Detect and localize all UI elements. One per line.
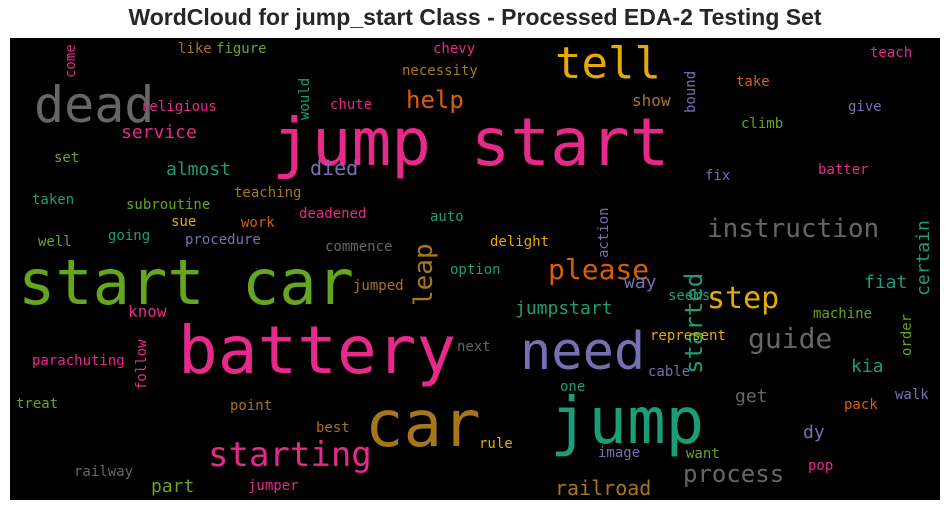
word-chute: chute — [330, 97, 373, 113]
word-almost: almost — [166, 159, 232, 180]
word-sue: sue — [171, 214, 197, 230]
word-option: option — [450, 262, 501, 278]
word-process: process — [683, 460, 785, 488]
word-would: would — [297, 77, 313, 120]
word-give: give — [848, 99, 882, 115]
word-commence: commence — [325, 239, 393, 255]
word-batter: batter — [818, 162, 869, 178]
word-jump: jump — [550, 385, 705, 459]
word-auto: auto — [430, 209, 464, 225]
word-pack: pack — [844, 397, 878, 413]
word-figure: figure — [216, 41, 267, 57]
word-jumped: jumped — [353, 278, 404, 294]
word-subroutine: subroutine — [126, 197, 211, 213]
word-help: help — [406, 86, 464, 114]
word-going: going — [108, 228, 151, 244]
word-like: like — [178, 41, 212, 57]
word-well: well — [38, 234, 72, 250]
word-dy: dy — [803, 422, 825, 443]
word-represent: represent — [650, 328, 726, 344]
word-procedure: procedure — [185, 232, 261, 248]
word-certain: certain — [913, 219, 934, 296]
word-best: best — [316, 420, 350, 436]
word-show: show — [632, 91, 671, 110]
word-get: get — [735, 386, 768, 407]
word-cable: cable — [648, 364, 691, 380]
word-need: need — [520, 322, 646, 382]
word-dead: dead — [34, 76, 155, 134]
word-image: image — [598, 445, 641, 461]
word-instruction: instruction — [707, 214, 880, 244]
word-deadened: deadened — [299, 206, 367, 222]
word-railway: railway — [74, 464, 134, 480]
word-jumpstart: jumpstart — [515, 298, 613, 319]
word-guide: guide — [748, 322, 833, 355]
word-order: order — [899, 313, 915, 356]
word-railroad: railroad — [555, 476, 652, 500]
word-please: please — [548, 253, 650, 286]
word-start-car: start car — [18, 246, 354, 319]
word-fix: fix — [705, 168, 731, 184]
word-rule: rule — [479, 436, 513, 452]
chart-title: WordCloud for jump_start Class - Process… — [128, 4, 822, 30]
word-way: way — [624, 272, 657, 293]
word-machine: machine — [813, 306, 873, 322]
word-treat: treat — [16, 396, 59, 412]
word-come: come — [63, 43, 79, 78]
word-died: died — [310, 156, 359, 180]
word-part: part — [151, 476, 195, 497]
word-next: next — [457, 339, 491, 355]
word-jump-start: jump start — [272, 104, 670, 181]
word-starting: starting — [208, 435, 372, 475]
word-seems: seems — [668, 288, 711, 304]
word-step: step — [707, 281, 780, 316]
word-action: action — [596, 207, 612, 259]
word-tell: tell — [555, 38, 661, 89]
word-parachuting: parachuting — [32, 353, 125, 369]
word-work: work — [241, 215, 275, 231]
word-fiat: fiat — [864, 272, 908, 293]
word-follow: follow — [134, 339, 150, 391]
word-take: take — [736, 74, 770, 90]
word-necessity: necessity — [402, 63, 478, 79]
word-battery: battery — [178, 312, 457, 389]
word-teach: teach — [870, 45, 913, 61]
word-want: want — [686, 446, 720, 462]
word-cloud: jump start battery start car car jump dead tel… — [10, 38, 940, 500]
word-car: car — [365, 388, 481, 462]
word-service: service — [121, 122, 197, 143]
word-point: point — [230, 398, 273, 414]
word-jumper: jumper — [248, 478, 299, 494]
word-leap: leap — [409, 243, 439, 307]
word-bound: bound — [683, 70, 699, 113]
word-know: know — [128, 302, 167, 321]
word-climb: climb — [741, 116, 784, 132]
word-taken: taken — [32, 192, 75, 208]
word-set: set — [54, 150, 80, 166]
word-walk: walk — [895, 387, 929, 403]
word-religious: religious — [141, 99, 217, 115]
word-pop: pop — [808, 458, 834, 474]
word-kia: kia — [851, 356, 884, 377]
word-delight: delight — [490, 234, 550, 250]
word-one: one — [560, 379, 586, 395]
word-teaching: teaching — [234, 185, 302, 201]
word-chevy: chevy — [433, 41, 476, 57]
